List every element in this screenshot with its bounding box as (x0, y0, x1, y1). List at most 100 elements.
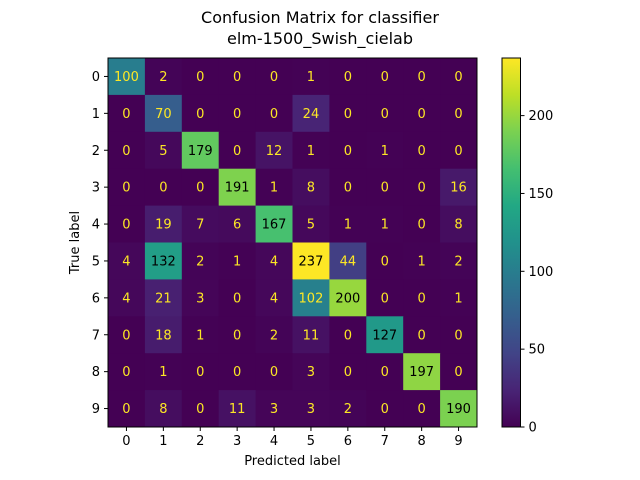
cell-value-label-5-0: 4 (122, 254, 130, 269)
heatmap-cell-8-7 (366, 353, 404, 391)
cell-value-label-9-6: 2 (344, 402, 352, 417)
cell-value-label-9-8: 0 (418, 402, 426, 417)
heatmap-cell-2-7 (366, 131, 404, 170)
heatmap-cell-6-7 (366, 279, 404, 317)
cell-value-label-6-2: 3 (196, 291, 204, 306)
cell-value-label-7-6: 0 (344, 328, 352, 343)
y-axis-label: True label (68, 211, 83, 275)
cell-value-label-6-8: 0 (418, 291, 426, 306)
y-axis-ticks: 0 1 2 3 4 5 6 7 8 9 (92, 70, 108, 417)
heatmap-cell-9-8 (403, 390, 441, 428)
cell-value-label-5-7: 0 (381, 254, 389, 269)
y-tick-label-1: 1 (92, 107, 100, 122)
cell-value-label-8-5: 3 (307, 365, 315, 380)
y-tick-label-3: 3 (92, 181, 100, 196)
heatmap-cell-1-3 (218, 94, 257, 133)
heatmap-cell-1-1 (144, 94, 183, 133)
x-tick-label-8: 8 (418, 434, 426, 449)
cell-value-label-8-6: 0 (344, 365, 352, 380)
cell-value-label-5-1: 132 (151, 254, 176, 269)
cell-value-label-0-6: 0 (344, 70, 352, 85)
cell-value-label-9-4: 3 (270, 402, 278, 417)
cell-value-label-8-0: 0 (122, 365, 130, 380)
heatmap-cell-9-6 (329, 390, 367, 428)
cell-value-label-0-5: 1 (307, 70, 315, 85)
heatmap-cell-4-5 (292, 205, 330, 243)
heatmap-cell-6-3 (218, 279, 257, 317)
heatmap-cell-9-7 (366, 390, 404, 428)
heatmap-cell-4-3 (218, 205, 257, 243)
heatmap-cell-1-2 (181, 94, 220, 133)
cell-value-label-9-1: 8 (159, 402, 167, 417)
heatmap-cell-9-9 (440, 390, 478, 428)
heatmap-cell-4-9 (440, 205, 478, 243)
cell-value-label-3-5: 8 (307, 181, 315, 196)
heatmap-cell-5-0 (108, 242, 146, 280)
cell-value-label-8-4: 0 (270, 365, 278, 380)
cell-value-label-3-2: 0 (196, 181, 204, 196)
cell-value-label-2-1: 5 (159, 144, 167, 159)
heatmap-cell-5-7 (366, 242, 404, 280)
heatmap-cell-0-5 (292, 58, 330, 96)
heatmap-cell-3-1 (144, 168, 183, 207)
cell-value-label-0-2: 0 (196, 70, 204, 85)
cell-value-label-6-5: 102 (299, 291, 324, 306)
cell-value-label-1-8: 0 (418, 107, 426, 122)
heatmap-cell-9-0 (108, 390, 146, 428)
cell-value-label-2-9: 0 (454, 144, 462, 159)
heatmap-cell-0-9 (440, 58, 478, 96)
heatmap-cell-5-9 (440, 242, 478, 280)
cell-value-label-4-2: 7 (196, 218, 204, 233)
heatmap-cell-6-4 (255, 279, 293, 317)
heatmap-cell-4-1 (144, 205, 183, 243)
heatmap-cell-3-8 (403, 168, 441, 207)
colorbar-ticks: 0 50 100 150 200 (520, 109, 554, 436)
heatmap-cell-1-0 (108, 94, 146, 133)
cell-value-label-1-2: 0 (196, 107, 204, 122)
heatmap-cell-9-5 (292, 390, 330, 428)
cell-value-label-6-3: 0 (233, 291, 241, 306)
cell-value-label-3-9: 16 (450, 181, 467, 196)
cell-value-label-0-3: 0 (233, 70, 241, 85)
heatmap-cell-8-8 (403, 353, 441, 391)
cell-value-label-6-7: 0 (381, 291, 389, 306)
cell-value-label-0-8: 0 (418, 70, 426, 85)
cell-value-label-8-2: 0 (196, 365, 204, 380)
cell-value-label-4-6: 1 (344, 218, 352, 233)
heatmap-cell-3-9 (440, 168, 478, 207)
heatmap-cell-2-8 (403, 131, 441, 170)
cell-value-label-9-9: 190 (446, 402, 471, 417)
heatmap-cell-7-9 (440, 316, 478, 354)
x-tick-label-0: 0 (122, 434, 130, 449)
x-tick-label-9: 9 (454, 434, 462, 449)
heatmap-cell-2-6 (329, 131, 367, 170)
colorbar (501, 57, 521, 428)
cell-value-label-2-3: 0 (233, 144, 241, 159)
cell-value-label-6-6: 200 (335, 291, 360, 306)
heatmap-cell-7-6 (329, 316, 367, 354)
x-axis-ticks: 0 1 2 3 4 5 6 7 8 9 (122, 427, 463, 449)
cell-value-label-5-4: 4 (270, 254, 278, 269)
x-tick-label-5: 5 (307, 434, 315, 449)
heatmap-cell-0-8 (403, 58, 441, 96)
heatmap-cell-8-4 (255, 353, 293, 391)
heatmap-cell-2-2 (181, 131, 220, 170)
heatmap-cell-0-7 (366, 58, 404, 96)
cell-value-label-3-6: 0 (344, 181, 352, 196)
heatmap-cell-0-3 (218, 58, 257, 96)
cell-value-label-8-3: 0 (233, 365, 241, 380)
heatmap-cell-4-6 (329, 205, 367, 243)
cell-value-label-3-0: 0 (122, 181, 130, 196)
heatmap-cell-7-2 (181, 316, 220, 354)
heatmap-cell-4-0 (108, 205, 146, 243)
heatmap-cell-4-8 (403, 205, 441, 243)
colorbar-tick-label-0: 0 (529, 421, 537, 436)
cell-value-label-7-8: 0 (418, 328, 426, 343)
heatmap-cell-5-4 (255, 242, 293, 280)
cell-value-label-1-0: 0 (122, 107, 130, 122)
cell-value-label-8-1: 1 (159, 365, 167, 380)
cell-value-label-1-7: 0 (381, 107, 389, 122)
y-tick-label-5: 5 (92, 254, 100, 269)
heatmap-cell-1-4 (255, 94, 293, 133)
colorbar-tick-label-4: 200 (529, 109, 554, 124)
